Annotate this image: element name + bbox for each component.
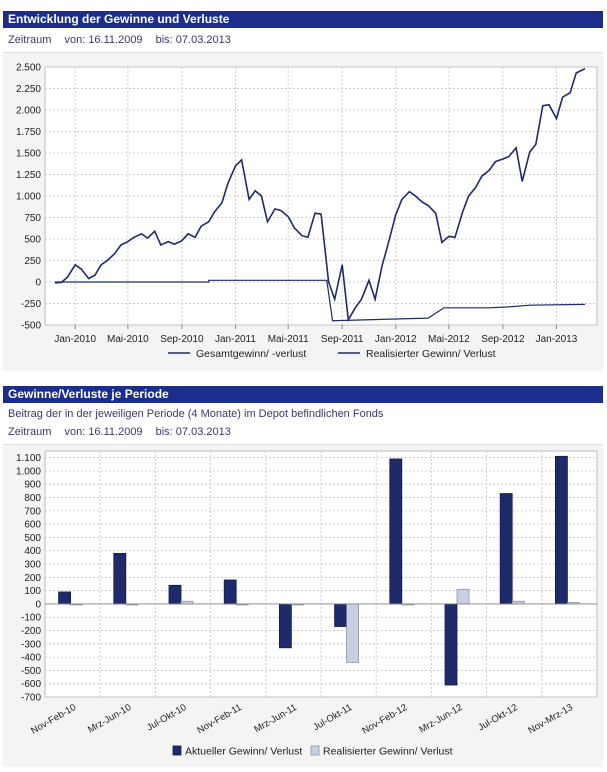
x-tick-label: Jan-2011 [215,334,256,345]
y-tick-label: 1.000 [16,192,41,203]
x-tick-label: Sep-2012 [481,334,525,345]
period-to: bis: 07.03.2013 [155,426,231,438]
panel-title-periods: Gewinne/Verluste je Periode [3,386,603,403]
y-tick-label: 400 [24,546,41,557]
bar-chart-container: 1.100 1.000 900 800 700 600 500 400 300 200 100 0 -1… [3,444,603,767]
period-row-2: Zeitraum von: 16.11.2009 bis: 07.03.2013 [8,426,241,438]
bar-aktueller [555,455,568,605]
y-tick-label: 500 [24,533,41,544]
bar-aktueller [499,493,513,605]
category-label: Jul-Okt-12 [476,702,519,733]
y-tick-label: -700 [21,693,41,704]
category-label: Jul-Okt-10 [145,702,188,733]
y-tick-label: 2.500 [16,63,41,74]
y-tick-label: 700 [24,506,41,517]
bar-aktueller [389,458,403,605]
legend-label: Aktueller Gewinn/ Verlust [185,746,302,758]
x-tick-label: Mai-2011 [268,334,309,345]
y-tick-label: -500 [21,666,41,677]
x-tick-label: Jan-2013 [536,334,578,345]
y-tick-label: -300 [21,639,41,650]
legend-swatch [310,745,320,756]
bar-aktueller [113,552,127,605]
period-from: von: 16.11.2009 [64,34,143,46]
category-label: Nov-Feb-10 [29,702,78,737]
bar-aktueller [223,579,237,605]
y-tick-label: 0 [35,599,41,610]
bar-aktueller [444,603,458,686]
category-label: Nov-Feb-11 [195,702,243,736]
series-line-total [54,67,586,323]
category-label: Nov-Mrz-13 [526,702,574,736]
y-tick-label: 1.100 [16,453,41,464]
legend-label: Realisierter Gewinn/ Verlust [323,746,453,758]
y-tick-label: 1.500 [16,149,41,160]
bar-aktueller [334,603,348,627]
period-row-1: Zeitraum von: 16.11.2009 bis: 07.03.2013 [8,34,241,46]
category-label: Mrz-Jun-12 [417,702,464,736]
legend-swatch [172,745,182,756]
line-chart: 2.500 2.250 2.000 1.750 1.500 1.250 1.000 750 50… [16,63,598,360]
category-label: Jul-Okt-11 [311,702,354,733]
y-tick-label: 750 [24,213,41,224]
y-tick-label: -250 [21,299,41,310]
y-tick-label: 2.250 [16,84,41,95]
bar-aktueller [58,591,71,605]
y-tick-label: 500 [24,235,41,246]
x-tick-label: Mai-2010 [107,334,149,345]
bar-aktueller [278,603,292,649]
x-tick-label: Jan-2012 [375,334,417,345]
series-line-realized [55,279,586,322]
subtitle-text: Beitrag der in der jeweiligen Periode (4… [8,408,384,420]
period-label: Zeitraum [8,426,52,438]
line-chart-container: 2.500 2.250 2.000 1.750 1.500 1.250 1.000 750 50… [3,52,603,371]
y-tick-label: 250 [24,256,41,267]
period-from: von: 16.11.2009 [64,426,143,438]
x-tick-label: Jan-2010 [54,334,96,345]
y-tick-label: 1.000 [16,466,41,477]
y-tick-label: 2.000 [16,106,41,117]
x-tick-label: Sep-2011 [321,334,364,345]
legend-label: Realisierter Gewinn/ Verlust [366,348,496,360]
category-label: Mrz-Jun-11 [252,702,299,735]
y-tick-label: -200 [21,626,41,637]
period-label: Zeitraum [8,34,52,46]
y-tick-label: -600 [21,679,41,690]
y-tick-label: 800 [24,493,41,504]
category-label: Nov-Feb-12 [360,702,409,737]
y-tick-label: 100 [24,586,41,597]
y-tick-label: 0 [35,278,41,289]
y-tick-label: 200 [24,573,41,584]
period-to: bis: 07.03.2013 [155,34,231,46]
x-tick-label: Sep-2010 [160,334,204,345]
y-tick-label: -500 [21,321,41,332]
y-tick-label: 1.750 [16,127,41,138]
bar-chart: 1.100 1.000 900 800 700 600 500 400 300 200 100 0 -1… [16,450,598,758]
x-tick-label: Mai-2012 [428,334,470,345]
bar-realisierter [456,588,470,605]
panel-title-development: Entwicklung der Gewinne und Verluste [3,11,603,28]
bar-aktueller [168,584,182,605]
y-tick-label: -100 [21,613,41,624]
y-tick-label: 900 [24,480,41,491]
y-tick-label: -400 [21,653,41,664]
y-tick-label: 1.250 [16,170,41,181]
subtitle-periods: Beitrag der in der jeweiligen Periode (4… [8,408,393,420]
bar-realisierter [346,603,360,663]
y-tick-label: 300 [24,560,41,571]
y-tick-label: 600 [24,520,41,531]
category-label: Mrz-Jun-10 [86,702,133,736]
legend-label: Gesamtgewinn/ -verlust [196,348,306,360]
